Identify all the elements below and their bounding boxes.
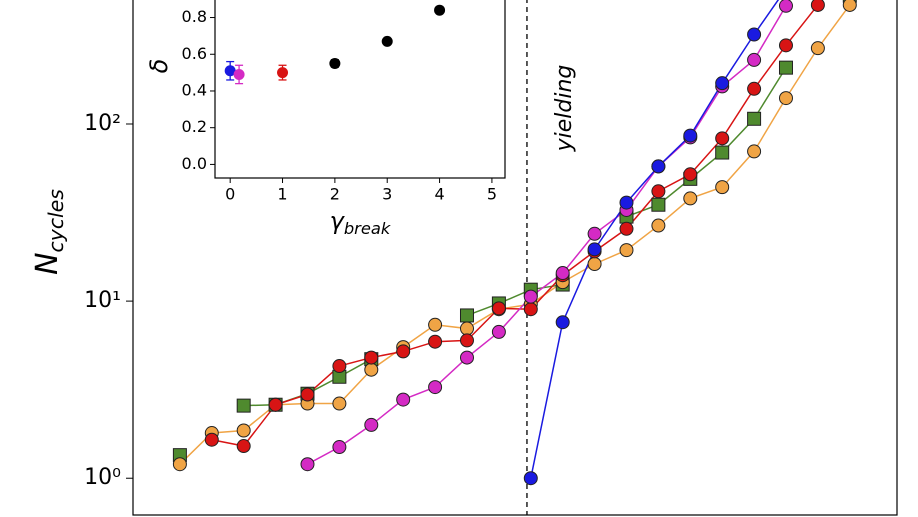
marker [364, 362, 379, 377]
marker [778, 38, 793, 53]
y-tick-label: 0.8 [182, 7, 207, 26]
marker [233, 68, 245, 80]
y-tick-label: 0.6 [182, 44, 207, 63]
marker [329, 57, 341, 69]
marker [587, 256, 602, 271]
marker [491, 324, 506, 339]
x-tick-label: 1 [277, 185, 287, 204]
marker [523, 289, 538, 304]
x-tick-label: 5 [487, 185, 497, 204]
marker [332, 359, 347, 374]
marker [459, 321, 474, 336]
marker [619, 243, 634, 258]
y-tick-label: 0.4 [182, 80, 207, 99]
marker [715, 145, 730, 160]
marker [810, 0, 825, 12]
marker [523, 471, 538, 486]
x-tick-label: 2 [330, 185, 340, 204]
marker [459, 350, 474, 365]
marker [364, 350, 379, 365]
axis-label-sub: cycles [44, 189, 68, 253]
marker [651, 218, 666, 233]
marker [300, 457, 315, 472]
marker [778, 91, 793, 106]
x-tick-label: 3 [382, 185, 392, 204]
marker [459, 333, 474, 348]
marker [651, 184, 666, 199]
plot-frame [132, 0, 898, 516]
y-tick-label: 0.0 [182, 154, 207, 173]
marker [236, 398, 251, 413]
marker [778, 0, 793, 13]
marker [428, 380, 443, 395]
marker [715, 131, 730, 146]
marker [332, 440, 347, 455]
marker [396, 344, 411, 359]
y-tick-label: 10² [84, 111, 121, 136]
marker [428, 317, 443, 332]
marker [268, 397, 283, 412]
marker [459, 308, 474, 323]
marker [810, 41, 825, 56]
marker [555, 315, 570, 330]
marker [715, 76, 730, 91]
x-tick-label: 4 [434, 185, 444, 204]
marker [778, 60, 793, 75]
marker [332, 396, 347, 411]
marker [364, 417, 379, 432]
y-tick-label: 10⁰ [84, 465, 121, 490]
x-tick-label: 0 [225, 185, 235, 204]
marker [172, 457, 187, 472]
marker [587, 226, 602, 241]
marker [715, 180, 730, 195]
axis-label-sub: break [344, 219, 391, 238]
series-line [307, 5, 787, 465]
annotation: yielding [552, 65, 577, 153]
marker [651, 159, 666, 174]
inset-frame [214, 0, 506, 179]
marker [396, 392, 411, 407]
marker [619, 195, 634, 210]
marker [204, 432, 219, 447]
marker [555, 266, 570, 281]
marker [747, 144, 762, 159]
y-tick-label: 0.2 [182, 117, 207, 136]
axis-label: δ [145, 59, 173, 74]
marker [747, 52, 762, 67]
marker [587, 242, 602, 257]
series-line [179, 4, 851, 465]
axis-label: γbreak [330, 207, 391, 238]
marker [236, 423, 251, 438]
y-tick-label: 10¹ [84, 288, 121, 313]
marker [683, 167, 698, 182]
marker [747, 111, 762, 126]
marker [236, 439, 251, 454]
marker [651, 197, 666, 212]
axis-label-main: N [30, 252, 65, 274]
marker [523, 302, 538, 317]
axis-label: Ncycles [30, 189, 69, 275]
marker [491, 301, 506, 316]
marker [434, 4, 446, 16]
marker [747, 81, 762, 96]
marker [277, 67, 289, 79]
marker [428, 334, 443, 349]
marker [381, 35, 393, 47]
axis-label-main: γ [330, 207, 346, 235]
marker [842, 0, 857, 12]
marker [683, 191, 698, 206]
marker [619, 221, 634, 236]
marker [747, 27, 762, 42]
marker [224, 65, 236, 77]
marker [683, 128, 698, 143]
marker [300, 387, 315, 402]
